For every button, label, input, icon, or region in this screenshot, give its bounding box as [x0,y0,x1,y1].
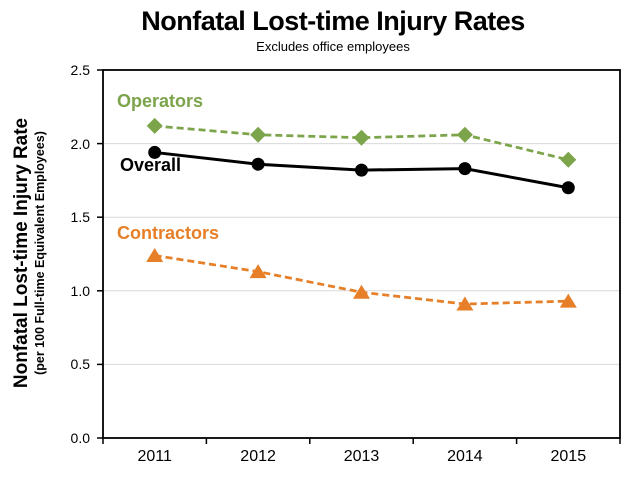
chart-subtitle: Excludes office employees [256,39,410,54]
marker-circle [355,163,368,177]
y-axis-title: Nonfatal Lost-time Injury Rate (per 100 … [10,53,52,453]
marker-triangle [249,264,267,279]
series-line-operators [154,124,569,162]
marker-diamond [560,151,577,168]
x-tick-label: 2013 [343,448,380,465]
y-axis-title-main: Nonfatal Lost-time Injury Rate [11,117,32,389]
marker-circle [561,181,575,195]
marker-diamond [456,126,473,143]
marker-circle [458,162,472,176]
marker-diamond [353,129,370,146]
marker-circle [148,145,162,159]
x-tick-label: 2015 [550,448,587,465]
marker-triangle [456,296,474,311]
marker-circle [251,157,265,171]
x-tick-label: 2014 [447,448,483,465]
marker-triangle [353,284,370,299]
y-tick-label: 1.5 [70,209,90,226]
series-label-operators: Operators [117,91,204,111]
y-tick-label: 0.0 [70,430,90,446]
plot-border [102,69,621,439]
marker-diamond [146,117,163,134]
marker-diamond [250,126,267,143]
y-axis-title-sub: (per 100 Full-time Equivalent Employees) [33,131,47,375]
y-tick-label: 0.5 [70,356,90,373]
series-label-overall: Overall [120,155,182,175]
y-tick-label: 2.5 [70,62,90,78]
series-label-contractors: Contractors [117,223,220,243]
y-tick-label: 1.0 [70,282,90,299]
marker-triangle [559,293,577,308]
chart-title: Nonfatal Lost-time Injury Rates [141,6,525,36]
x-tick-label: 2012 [240,448,276,465]
y-tick-label: 2.0 [70,135,90,152]
marker-triangle [146,247,164,262]
x-tick-label: 2011 [137,448,172,465]
